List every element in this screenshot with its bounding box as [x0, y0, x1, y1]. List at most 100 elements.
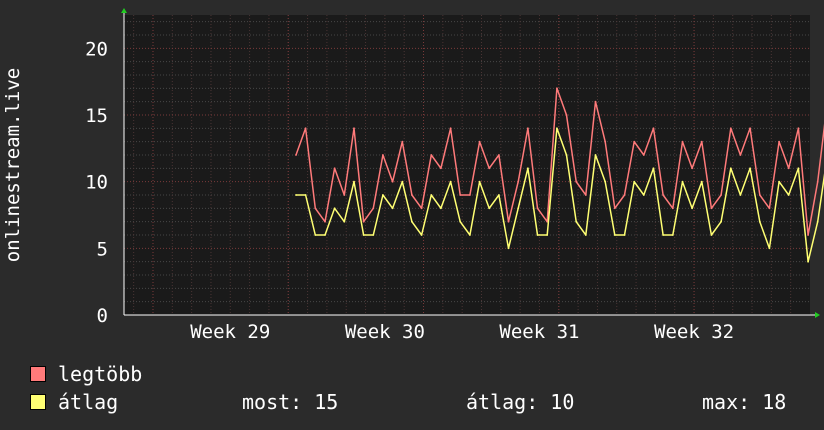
data-point: [584, 194, 587, 196]
data-point: [556, 87, 558, 90]
data-point: [662, 194, 664, 196]
data-point: [430, 194, 433, 196]
data-point: [691, 207, 693, 210]
data-point: [430, 154, 433, 156]
data-point: [324, 220, 326, 223]
data-point: [401, 180, 404, 183]
data-point: [507, 220, 510, 223]
data-point: [362, 220, 365, 223]
data-point: [420, 207, 423, 210]
data-point: [816, 220, 819, 223]
data-point: [546, 234, 549, 236]
data-point: [797, 127, 800, 130]
y-tick-label: 0: [97, 305, 108, 327]
data-point: [681, 180, 684, 183]
data-point: [594, 154, 597, 156]
data-point: [565, 154, 568, 156]
data-point: [749, 127, 751, 130]
x-tick-label: Week 30: [345, 321, 425, 343]
legend-label-max: legtöbb: [58, 362, 143, 386]
data-point: [353, 180, 355, 183]
data-point: [797, 167, 800, 170]
data-point: [314, 207, 317, 210]
data-point: [401, 140, 404, 143]
data-point: [459, 194, 462, 196]
data-point: [469, 194, 471, 196]
data-point: [440, 167, 442, 170]
x-tick-label: Week 32: [654, 321, 734, 343]
data-point: [633, 140, 636, 143]
data-point: [584, 234, 587, 236]
data-point: [440, 207, 442, 210]
data-point: [343, 220, 346, 223]
x-tick-label: Week 29: [190, 321, 270, 343]
plot-area: [124, 15, 810, 315]
data-point: [758, 220, 761, 223]
data-point: [527, 167, 529, 170]
legend-item-avg: átlag: [30, 390, 118, 414]
data-point: [527, 127, 529, 130]
data-point: [517, 180, 520, 183]
data-point: [575, 180, 578, 183]
x-tick-label: Week 31: [499, 321, 579, 343]
data-point: [295, 194, 297, 196]
data-point: [739, 194, 742, 196]
data-point: [459, 220, 462, 223]
data-point: [778, 140, 780, 143]
data-point: [700, 180, 703, 183]
data-point: [807, 260, 809, 263]
data-point: [652, 127, 655, 130]
data-point: [372, 234, 375, 236]
data-point: [333, 207, 336, 210]
data-point: [382, 194, 384, 196]
data-point: [652, 167, 655, 170]
data-point: [778, 180, 780, 183]
axes: 0 5 10 15 20 Week 29 Week 30 Week 31 Week 32: [85, 8, 820, 343]
data-point: [768, 247, 771, 250]
data-point: [739, 154, 742, 156]
data-point: [720, 194, 722, 196]
data-point: [720, 220, 722, 223]
y-tick-label: 20: [85, 38, 108, 60]
data-point: [498, 154, 500, 156]
stat-average: átlag: 10: [466, 390, 575, 414]
data-point: [488, 167, 491, 170]
data-point: [642, 194, 645, 196]
data-point: [536, 207, 539, 210]
data-point: [469, 234, 471, 236]
y-axis-arrow-icon: [121, 8, 127, 13]
data-point: [498, 194, 500, 196]
data-point: [604, 180, 607, 183]
data-point: [787, 167, 790, 170]
series-layer: [295, 87, 824, 263]
data-point: [613, 207, 616, 210]
data-point: [517, 207, 520, 210]
data-point: [304, 194, 307, 196]
data-point: [411, 220, 413, 223]
data-point: [420, 234, 423, 236]
data-point: [353, 127, 355, 130]
data-point: [623, 234, 626, 236]
data-point: [324, 234, 326, 236]
stat-maximum: max: 18: [702, 390, 787, 414]
data-point: [488, 207, 491, 210]
data-point: [565, 114, 568, 116]
data-point: [314, 234, 317, 236]
data-point: [362, 234, 365, 236]
legend-swatch-max: [30, 366, 46, 382]
data-point: [391, 207, 394, 210]
data-point: [768, 207, 771, 210]
data-point: [449, 127, 452, 130]
y-tick-label: 10: [85, 172, 108, 194]
data-point: [710, 234, 713, 236]
data-point: [633, 180, 636, 183]
y-tick-label: 5: [97, 238, 108, 260]
data-point: [594, 100, 597, 103]
data-point: [411, 194, 413, 196]
data-point: [642, 154, 645, 156]
data-point: [807, 234, 809, 236]
data-point: [662, 234, 664, 236]
data-point: [575, 220, 578, 223]
data-point: [372, 207, 375, 210]
